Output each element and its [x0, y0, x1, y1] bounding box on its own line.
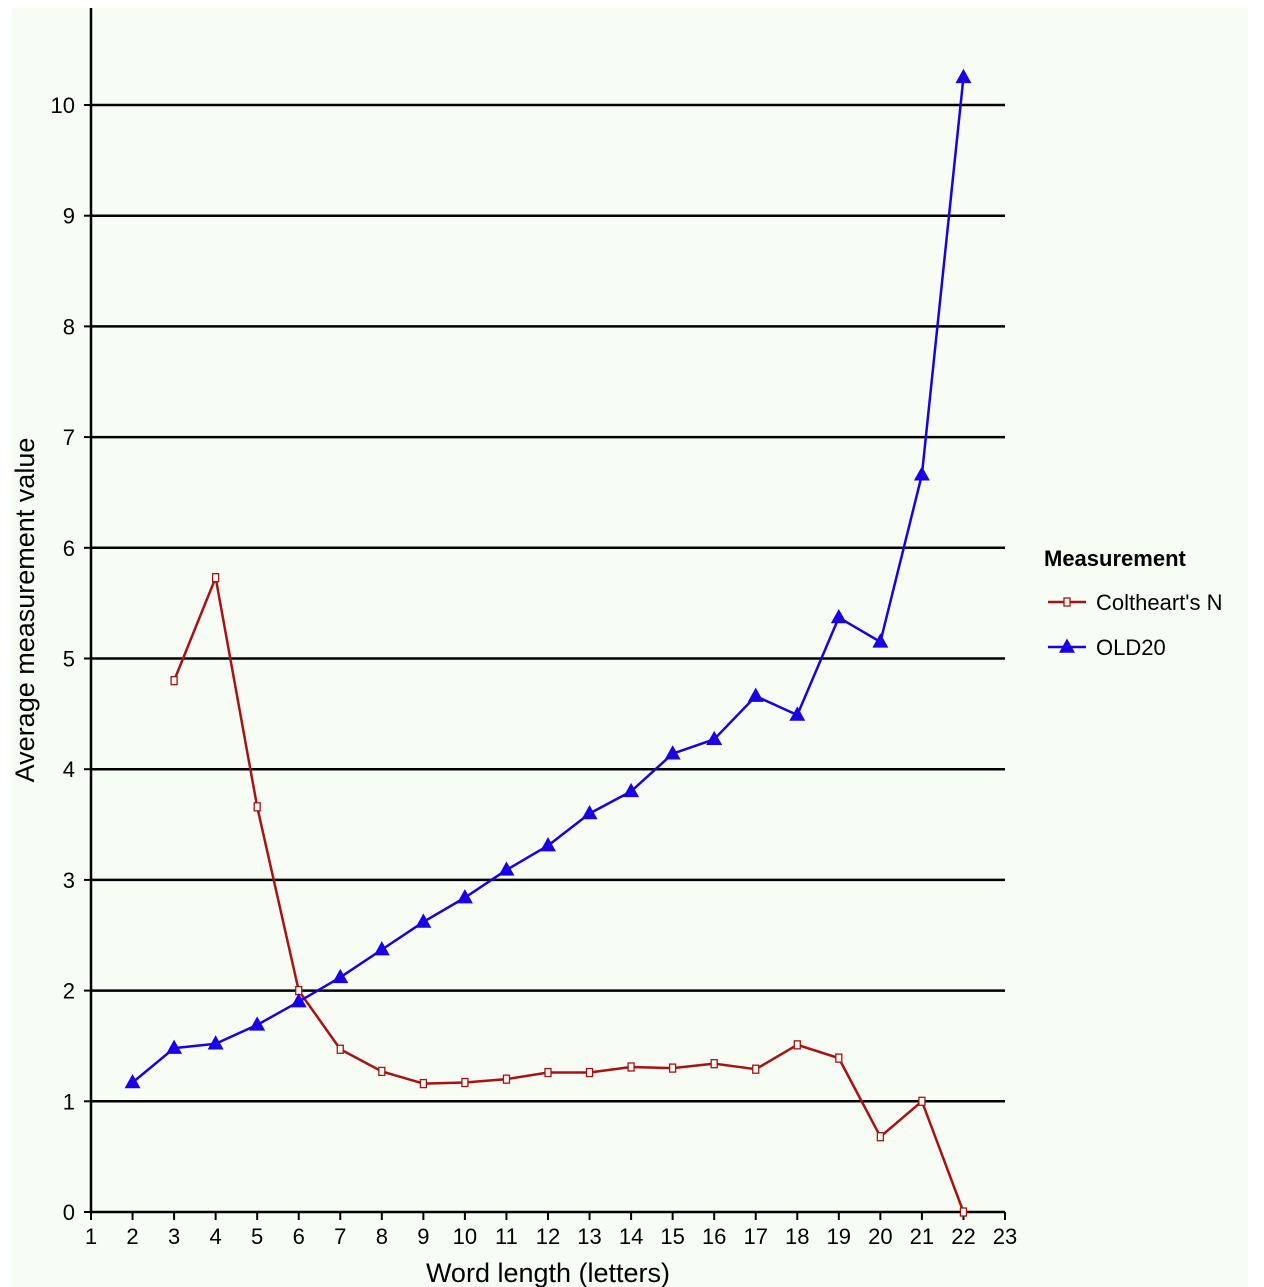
x-tick-label-13: 13 [577, 1224, 601, 1249]
panel-background [12, 8, 1248, 1287]
legend-title: Measurement [1044, 546, 1187, 571]
x-tick-label-1: 1 [85, 1224, 97, 1249]
data-point-coltheart-n-9 [419, 1078, 428, 1089]
x-tick-label-9: 9 [417, 1224, 429, 1249]
data-point-old20-13 [581, 804, 598, 820]
legend: Measurement Coltheart's N OLD20 [1044, 546, 1222, 660]
y-tick-label-6: 6 [63, 536, 75, 561]
data-point-old20-8 [373, 941, 390, 956]
gridlines [91, 103, 1005, 1103]
data-point-coltheart-n-21 [918, 1096, 926, 1106]
x-tick-label-14: 14 [619, 1224, 643, 1249]
data-point-old20-2 [124, 1073, 141, 1089]
x-tick-label-18: 18 [785, 1224, 809, 1249]
data-point-coltheart-n-12 [544, 1067, 552, 1078]
y-tick-label-9: 9 [63, 204, 75, 229]
data-point-coltheart-n-11 [502, 1074, 511, 1084]
series-old20 [124, 68, 972, 1089]
legend-marker-coltheart-n [1063, 597, 1071, 607]
x-tick-label-3: 3 [168, 1224, 180, 1249]
data-point-coltheart-n-19 [835, 1053, 843, 1063]
data-point-coltheart-n-13 [585, 1067, 594, 1078]
y-tick-label-2: 2 [63, 979, 75, 1004]
x-tick-label-15: 15 [660, 1224, 684, 1249]
data-point-old20-22 [955, 68, 972, 84]
data-point-old20-17 [747, 687, 764, 702]
data-point-coltheart-n-8 [378, 1066, 386, 1077]
y-tick-label-7: 7 [63, 425, 75, 450]
legend-label-old20: OLD20 [1096, 635, 1166, 660]
x-tick-label-17: 17 [743, 1224, 767, 1249]
x-tick-label-6: 6 [293, 1224, 305, 1249]
data-point-old20-12 [540, 837, 556, 852]
data-point-old20-4 [207, 1035, 224, 1050]
x-tick-label-20: 20 [868, 1224, 892, 1249]
data-point-old20-5 [249, 1016, 266, 1031]
legend-label-coltheart-n: Coltheart's N [1096, 590, 1222, 615]
x-tick-label-23: 23 [993, 1224, 1017, 1249]
data-point-coltheart-n-17 [752, 1064, 760, 1074]
data-point-old20-15 [664, 745, 681, 760]
data-point-old20-16 [706, 730, 723, 746]
data-point-coltheart-n-18 [793, 1040, 801, 1050]
legend-marker-old20 [1059, 638, 1075, 653]
y-axis-title: Average measurement value [10, 438, 40, 783]
y-tick-label-5: 5 [63, 647, 75, 672]
y-tick-label-4: 4 [63, 757, 75, 782]
data-point-coltheart-n-4 [211, 573, 220, 583]
data-point-coltheart-n-16 [710, 1059, 718, 1069]
data-point-old20-14 [623, 782, 640, 798]
data-point-old20-3 [166, 1039, 183, 1054]
x-tick-label-12: 12 [536, 1224, 560, 1249]
x-tick-label-4: 4 [210, 1224, 222, 1249]
data-point-old20-7 [332, 968, 349, 984]
data-point-coltheart-n-22 [959, 1207, 968, 1217]
y-tick-label-3: 3 [63, 868, 75, 893]
x-tick-label-7: 7 [334, 1224, 346, 1249]
x-tick-label-11: 11 [495, 1224, 518, 1249]
data-point-coltheart-n-15 [668, 1063, 677, 1073]
y-tick-label-10: 10 [51, 93, 75, 118]
data-point-old20-6 [290, 993, 307, 1008]
data-point-old20-21 [913, 466, 930, 481]
y-tick-label-0: 0 [63, 1200, 75, 1225]
series-layer [124, 68, 972, 1217]
data-point-old20-20 [872, 633, 889, 648]
x-axis-title: Word length (letters) [426, 1258, 670, 1287]
data-point-old20-18 [789, 706, 806, 721]
x-tick-label-5: 5 [251, 1224, 263, 1249]
y-tick-label-8: 8 [63, 314, 75, 339]
x-tick-label-21: 21 [910, 1224, 934, 1249]
data-point-coltheart-n-20 [876, 1132, 885, 1142]
x-tick-label-8: 8 [376, 1224, 388, 1249]
data-point-old20-19 [830, 609, 847, 624]
data-point-coltheart-n-5 [253, 802, 261, 812]
x-tick-label-16: 16 [702, 1224, 726, 1249]
x-tick-label-19: 19 [827, 1224, 851, 1249]
x-tick-label-2: 2 [126, 1224, 138, 1249]
series-coltheart-n [170, 573, 968, 1217]
x-tick-label-22: 22 [951, 1224, 975, 1249]
data-point-coltheart-n-10 [461, 1077, 469, 1088]
data-point-coltheart-n-3 [170, 675, 178, 686]
data-point-old20-9 [415, 913, 432, 928]
data-point-coltheart-n-14 [627, 1062, 635, 1072]
x-tick-label-10: 10 [453, 1224, 477, 1249]
y-tick-label-1: 1 [63, 1089, 75, 1114]
series-line-coltheart-n [172, 576, 965, 1213]
data-point-coltheart-n-7 [336, 1044, 344, 1054]
data-point-old20-10 [456, 889, 473, 904]
data-point-old20-11 [498, 861, 515, 876]
